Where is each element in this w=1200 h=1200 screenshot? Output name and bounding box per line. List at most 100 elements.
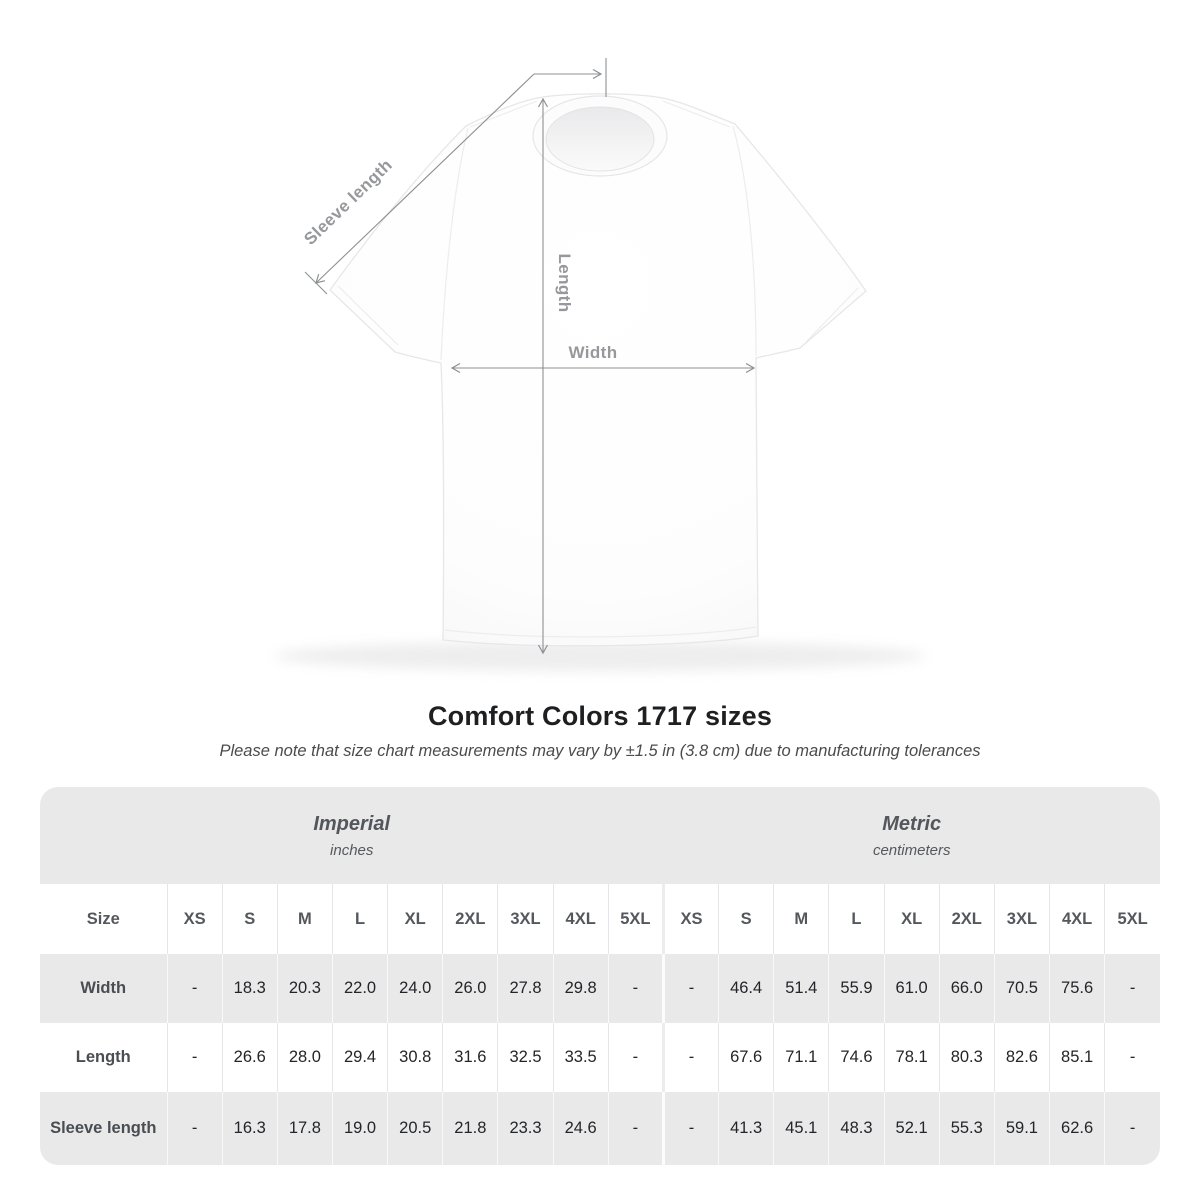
size-col-imperial-xs: XS: [166, 884, 223, 954]
measurement-cell: 16.3: [221, 1092, 278, 1165]
measurement-cell: -: [607, 1023, 664, 1092]
measurement-cell: 23.3: [497, 1092, 554, 1165]
measurement-cell: 19.0: [331, 1092, 388, 1165]
row-label: Width: [80, 979, 127, 997]
imperial-unit: inches: [330, 841, 374, 859]
size-chart: Imperial inches Metric centimeters Size X…: [40, 787, 1160, 1165]
measurement-cell: 66.0: [938, 954, 995, 1023]
size-col-imperial-2xl: 2XL: [442, 884, 498, 954]
size-col-imperial-4xl: 4XL: [552, 884, 609, 954]
measurement-cell: 20.3: [276, 954, 333, 1023]
size-table-body: Width -18.3 20.3 22.0 24.0 26.0 27.8 29.8- -46.4…: [40, 954, 1160, 1165]
measurement-cell: 24.6: [552, 1092, 609, 1165]
measurement-cell: -: [1104, 954, 1160, 1023]
measurement-cell: 22.0: [331, 954, 388, 1023]
metric-unit: centimeters: [872, 841, 951, 859]
size-col-imperial-3xl: 3XL: [497, 884, 554, 954]
measurement-cell: 74.6: [828, 1023, 885, 1092]
measurement-cell: 21.8: [442, 1092, 498, 1165]
measurement-cell: 29.8: [552, 954, 609, 1023]
measurement-cell: -: [1104, 1023, 1160, 1092]
table-row: Width -18.3 20.3 22.0 24.0 26.0 27.8 29.8- -46.4…: [40, 954, 1160, 1023]
measurement-cell: 30.8: [387, 1023, 443, 1092]
measurement-cell: -: [661, 1023, 719, 1092]
measurement-cell: -: [166, 1092, 223, 1165]
measurement-cell: 70.5: [993, 954, 1050, 1023]
measurement-cell: 26.6: [221, 1023, 278, 1092]
measurement-cell: 46.4: [718, 954, 774, 1023]
measurement-cell: 52.1: [883, 1092, 940, 1165]
size-column-header: Size: [86, 909, 120, 928]
size-col-metric-5xl: 5XL: [1104, 884, 1160, 954]
measurement-cell: -: [661, 954, 719, 1023]
size-col-imperial-m: M: [276, 884, 333, 954]
measurement-cell: 28.0: [276, 1023, 333, 1092]
measurement-cell: 82.6: [993, 1023, 1050, 1092]
tshirt-shadow: [275, 641, 925, 671]
row-label: Sleeve length: [50, 1119, 157, 1137]
units-header-row: Imperial inches Metric centimeters: [40, 787, 1160, 884]
size-col-imperial-l: L: [331, 884, 388, 954]
page-title: Comfort Colors 1717 sizes: [427, 701, 773, 731]
measurement-cell: -: [607, 954, 664, 1023]
measurement-cell: 67.6: [718, 1023, 774, 1092]
size-col-imperial-xl: XL: [387, 884, 443, 954]
measurement-cell: 48.3: [828, 1092, 885, 1165]
size-col-metric-l: L: [828, 884, 885, 954]
measurement-cell: -: [166, 954, 223, 1023]
size-col-metric-m: M: [773, 884, 829, 954]
measurement-cell: 85.1: [1048, 1023, 1105, 1092]
measurement-cell: -: [166, 1023, 223, 1092]
size-col-metric-3xl: 3XL: [993, 884, 1050, 954]
measurement-cell: 29.4: [331, 1023, 388, 1092]
measurement-cell: 71.1: [773, 1023, 829, 1092]
size-col-metric-s: S: [718, 884, 774, 954]
measurement-cell: -: [607, 1092, 664, 1165]
size-table: Imperial inches Metric centimeters Size X…: [40, 787, 1160, 1165]
measurement-cell: 80.3: [938, 1023, 995, 1092]
size-col-imperial-s: S: [221, 884, 278, 954]
imperial-label: Imperial: [313, 812, 391, 835]
measurement-cell: 32.5: [497, 1023, 554, 1092]
sleeve-dimension-line: [315, 73, 535, 284]
measurement-cell: 61.0: [883, 954, 940, 1023]
page-subtitle: Please note that size chart measurements…: [219, 742, 981, 760]
measurement-cell: 24.0: [387, 954, 443, 1023]
measurement-cell: 41.3: [718, 1092, 774, 1165]
width-label: Width: [568, 343, 617, 362]
measurement-cell: 75.6: [1048, 954, 1105, 1023]
size-col-metric-xs: XS: [661, 884, 719, 954]
table-row: Sleeve length -16.3 17.8 19.0 20.5 21.8 23.3 24…: [40, 1092, 1160, 1165]
metric-group-header: Metric centimeters: [663, 787, 1160, 884]
measurement-cell: 17.8: [276, 1092, 333, 1165]
measurement-cell: 78.1: [883, 1023, 940, 1092]
size-col-metric-2xl: 2XL: [938, 884, 995, 954]
size-col-metric-xl: XL: [883, 884, 940, 954]
row-label: Length: [75, 1048, 131, 1066]
measurement-cell: 20.5: [387, 1092, 443, 1165]
collar-opening: [545, 106, 655, 172]
imperial-group-header: Imperial inches: [40, 787, 663, 884]
measurement-cell: 55.9: [828, 954, 885, 1023]
measurement-cell: 18.3: [221, 954, 278, 1023]
measurement-cell: 31.6: [442, 1023, 498, 1092]
measurement-cell: 45.1: [773, 1092, 829, 1165]
measurement-cell: 55.3: [938, 1092, 995, 1165]
dimension-lines: [304, 58, 756, 655]
length-label: Length: [555, 253, 574, 312]
tshirt-diagram: Sleeve length Length Width: [275, 58, 925, 671]
size-header-row: Size XS S M L XL 2XL 3XL 4XL 5XL XS S M L XL 2XL 3XL 4XL 5…: [40, 884, 1160, 954]
measurement-cell: 62.6: [1048, 1092, 1105, 1165]
measurement-cell: -: [1104, 1092, 1160, 1165]
tshirt-graphic: [329, 93, 867, 647]
measurement-cell: 26.0: [442, 954, 498, 1023]
measurement-cell: 51.4: [773, 954, 829, 1023]
size-col-imperial-5xl: 5XL: [607, 884, 664, 954]
measurement-cell: -: [661, 1092, 719, 1165]
measurement-cell: 27.8: [497, 954, 554, 1023]
measurement-cell: 59.1: [993, 1092, 1050, 1165]
sleeve-end-tick: [304, 271, 328, 295]
table-row: Length -26.6 28.0 29.4 30.8 31.6 32.5 33.5- -67.…: [40, 1023, 1160, 1092]
measurement-cell: 33.5: [552, 1023, 609, 1092]
